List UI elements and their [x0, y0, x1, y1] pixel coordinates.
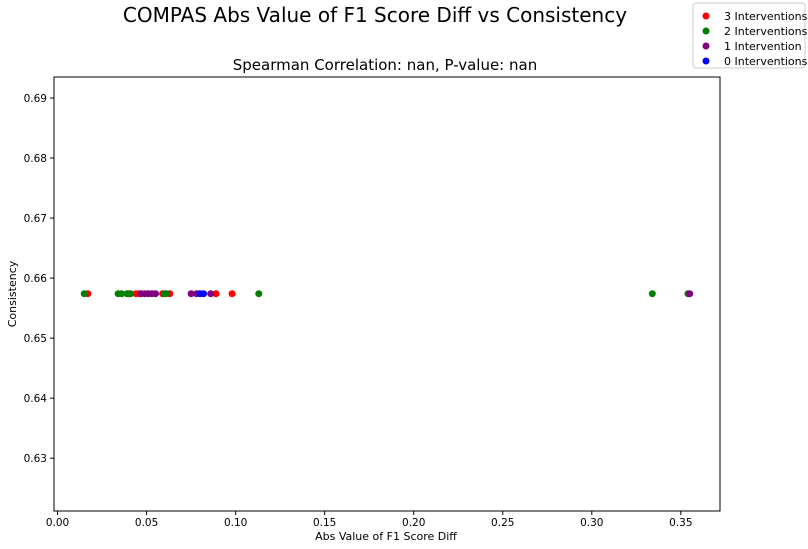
x-tick-label: 0.30 [580, 517, 603, 529]
x-tick-label: 0.10 [224, 517, 247, 529]
data-point [80, 290, 88, 298]
data-point [200, 290, 208, 298]
legend-marker [702, 42, 710, 50]
x-axis: 0.00 0.05 0.10 0.15 0.20 0.25 0.30 0.35 [46, 511, 693, 529]
y-axis-label: Consistency [6, 260, 19, 327]
y-tick-label: 0.67 [24, 213, 47, 225]
legend-label: 2 Interventions [724, 25, 808, 38]
legend: 3 Interventions 2 Interventions 1 Interven… [692, 2, 808, 69]
data-point [207, 290, 215, 298]
data-point [212, 290, 220, 298]
data-point [228, 290, 236, 298]
x-tick-label: 0.35 [669, 517, 692, 529]
legend-marker [702, 27, 710, 35]
y-tick-label: 0.64 [24, 393, 48, 405]
data-points [80, 290, 694, 298]
legend-frame [692, 2, 806, 69]
x-tick-label: 0.25 [491, 517, 514, 529]
y-axis: 0.63 0.64 0.65 0.66 0.67 0.68 0.69 [24, 93, 54, 465]
legend-label: 3 Interventions [724, 10, 808, 23]
data-point [152, 290, 160, 298]
y-tick-label: 0.63 [24, 453, 47, 465]
data-point [686, 290, 694, 298]
data-point [648, 290, 656, 298]
data-point [118, 290, 126, 298]
legend-label: 1 Intervention [724, 40, 802, 53]
y-tick-label: 0.66 [24, 273, 48, 285]
x-tick-label: 0.00 [46, 517, 69, 529]
data-point [187, 290, 195, 298]
data-point [255, 290, 263, 298]
legend-label: 0 Interventions [724, 55, 808, 68]
x-tick-label: 0.05 [135, 517, 158, 529]
y-tick-label: 0.65 [24, 333, 47, 345]
x-tick-label: 0.20 [402, 517, 425, 529]
y-tick-label: 0.68 [24, 153, 47, 165]
y-tick-label: 0.69 [24, 93, 47, 105]
x-axis-label: Abs Value of F1 Score Diff [315, 530, 457, 543]
chart-title: COMPAS Abs Value of F1 Score Diff vs Con… [123, 3, 627, 27]
data-point [162, 290, 170, 298]
legend-marker [702, 12, 710, 20]
chart-subtitle: Spearman Correlation: nan, P-value: nan [233, 56, 537, 74]
legend-marker [702, 57, 710, 65]
data-point [127, 290, 135, 298]
x-tick-label: 0.15 [313, 517, 336, 529]
